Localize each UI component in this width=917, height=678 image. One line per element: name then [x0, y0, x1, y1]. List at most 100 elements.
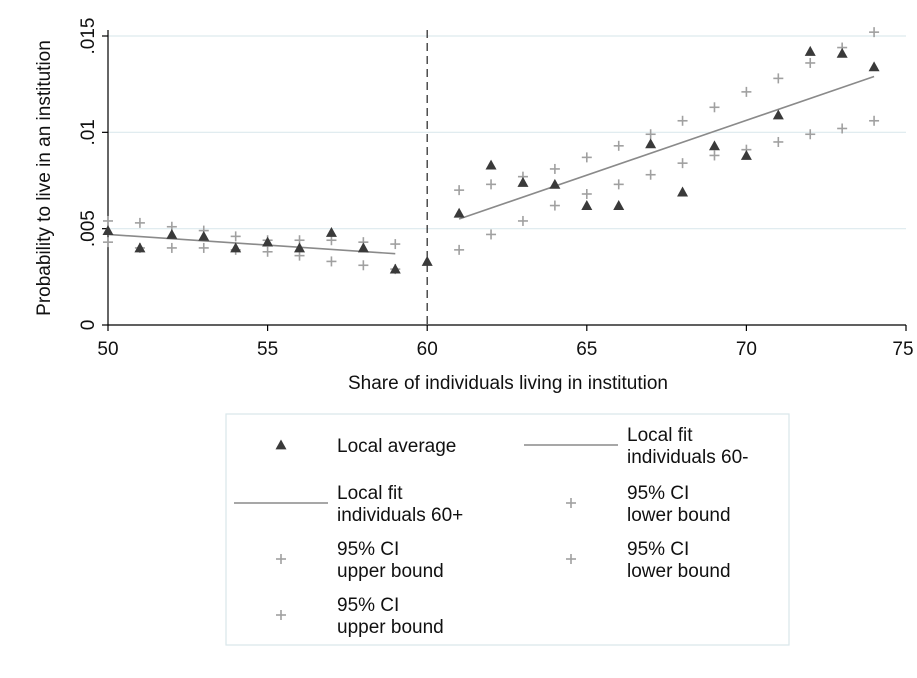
x-tick-label: 55: [257, 339, 278, 360]
data-point-plus: [390, 239, 401, 250]
data-point-plus: [741, 86, 752, 97]
legend-label: individuals 60+: [337, 505, 463, 526]
data-point-plus: [613, 179, 624, 190]
data-point-plus: [869, 115, 880, 126]
legend-label: 95% CI: [337, 539, 399, 560]
data-point-plus: [517, 215, 528, 226]
series-95-ci-lower-bound: [103, 237, 401, 275]
data-point-triangle: [389, 263, 401, 274]
series-local-fit-individuals-60-: [107, 233, 396, 255]
legend-label: upper bound: [337, 561, 444, 582]
axes: [102, 30, 907, 331]
legend-label: 95% CI: [627, 539, 689, 560]
data-point-triangle: [804, 45, 816, 56]
grid-lines: [108, 35, 906, 230]
plot-series: [102, 27, 880, 275]
data-point-plus: [486, 229, 497, 240]
data-point-triangle: [294, 242, 306, 253]
data-point-plus: [103, 237, 113, 248]
x-tick-label: 75: [892, 339, 913, 360]
y-tick-label: .015: [78, 18, 99, 55]
data-point-triangle: [102, 225, 114, 235]
legend-label: Local average: [337, 436, 456, 457]
data-point-plus: [869, 27, 880, 38]
data-point-triangle: [549, 178, 561, 189]
legend-label: lower bound: [627, 505, 731, 526]
data-point-plus: [454, 244, 465, 255]
series-95-ci-lower-bound: [454, 115, 880, 255]
data-point-plus: [613, 140, 624, 151]
data-point-plus: [709, 102, 720, 113]
data-point-triangle: [645, 138, 657, 149]
legend-key-plus: [276, 554, 286, 564]
legend-item: Local average: [275, 436, 456, 457]
data-point-plus: [326, 256, 337, 267]
data-point-plus: [549, 163, 560, 174]
x-tick-label: 60: [417, 339, 438, 360]
data-point-plus: [773, 73, 784, 84]
legend-label: lower bound: [627, 561, 731, 582]
data-point-plus: [677, 158, 688, 169]
data-point-triangle: [740, 149, 752, 160]
data-point-plus: [773, 136, 784, 147]
data-point-triangle: [868, 61, 880, 72]
data-point-triangle: [677, 186, 689, 197]
data-point-plus: [581, 152, 592, 163]
data-point-triangle: [325, 227, 337, 237]
data-point-plus: [103, 215, 113, 226]
data-point-triangle: [357, 242, 369, 253]
data-point-plus: [805, 57, 816, 68]
x-tick-label: 65: [576, 339, 597, 360]
data-point-plus: [805, 129, 816, 140]
data-point-plus: [549, 200, 560, 211]
legend-key-triangle: [275, 439, 287, 450]
y-axis-title: Probability to live in an institution: [34, 40, 55, 316]
data-point-triangle: [517, 176, 529, 187]
data-point-triangle: [421, 255, 433, 266]
series-local-average: [102, 45, 880, 274]
data-point-plus: [454, 185, 465, 196]
data-point-triangle: [772, 109, 784, 120]
data-point-plus: [677, 115, 688, 126]
legend-key-plus: [566, 498, 576, 508]
data-point-triangle: [166, 228, 178, 239]
data-point-plus: [166, 242, 177, 253]
data-point-triangle: [581, 200, 593, 210]
legend-label: 95% CI: [627, 483, 689, 504]
legend-label: individuals 60-: [627, 447, 748, 468]
data-point-plus: [262, 246, 273, 257]
data-point-triangle: [613, 200, 625, 210]
data-point-triangle: [453, 207, 465, 218]
data-point-plus: [581, 188, 592, 199]
y-tick-label: .005: [78, 210, 99, 247]
data-point-triangle: [134, 242, 146, 253]
series-95-ci-upper-bound: [454, 27, 880, 196]
data-point-plus: [645, 169, 656, 180]
data-point-plus: [837, 123, 848, 134]
tick-labels: 50 55 60 65 70 75 0 .005 .01 .015: [78, 18, 914, 360]
data-point-plus: [358, 260, 369, 271]
data-point-plus: [486, 179, 497, 190]
series-local-fit-individuals-60-: [458, 75, 875, 220]
legend-key-plus: [276, 610, 286, 620]
data-point-plus: [709, 150, 720, 161]
data-point-triangle: [708, 140, 720, 151]
legend-label: upper bound: [337, 617, 444, 638]
legend-label: Local fit: [337, 483, 403, 504]
data-point-plus: [230, 231, 241, 242]
x-tick-label: 50: [97, 339, 118, 360]
data-point-plus: [134, 217, 145, 228]
legend-label: 95% CI: [337, 595, 399, 616]
data-point-plus: [198, 242, 209, 253]
x-tick-label: 70: [736, 339, 757, 360]
y-tick-label: .01: [78, 119, 99, 145]
data-point-triangle: [198, 230, 210, 241]
data-point-triangle: [836, 47, 848, 58]
